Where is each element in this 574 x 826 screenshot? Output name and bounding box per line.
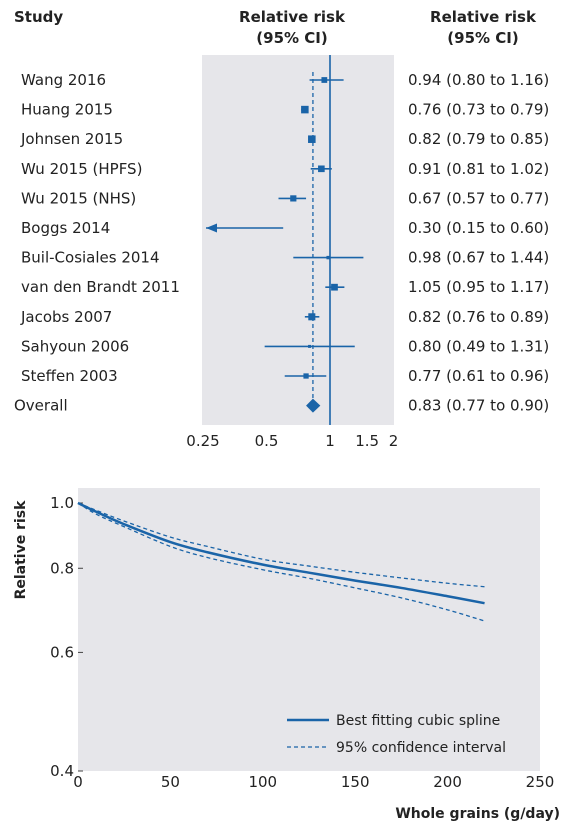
study-label: Boggs 2014 xyxy=(21,219,110,237)
study-point-estimate xyxy=(308,313,316,321)
spline-y-tick-label: 1.0 xyxy=(50,494,74,512)
study-ci-value: 0.91 (0.81 to 1.02) xyxy=(408,160,549,178)
forest-x-tick-label: 0.25 xyxy=(186,432,219,450)
spline-x-tick-label: 50 xyxy=(161,773,180,791)
plot-column-header-line2: (95% CI) xyxy=(256,29,327,47)
study-point-estimate xyxy=(318,165,325,173)
study-ci-value: 1.05 (0.95 to 1.17) xyxy=(408,278,549,296)
spline-x-tick-label: 250 xyxy=(526,773,555,791)
spline-series xyxy=(77,501,485,622)
plot-column-header-line1: Relative risk xyxy=(239,8,346,26)
study-ci-value: 0.30 (0.15 to 0.60) xyxy=(408,219,549,237)
spline-y-tick-label: 0.8 xyxy=(50,559,74,577)
study-ci-value: 0.67 (0.57 to 0.77) xyxy=(408,189,549,207)
overall-diamond xyxy=(306,398,321,413)
truncation-arrow xyxy=(206,223,217,233)
study-ci-value: 0.80 (0.49 to 1.31) xyxy=(408,337,549,355)
study-point-estimate xyxy=(303,373,309,379)
spline-plot: 0.4 0.6 0.8 1.0 0 50 100 150 200 250 Best fittin… xyxy=(13,488,560,822)
study-point-estimate xyxy=(301,105,309,114)
study-ci-value: 0.82 (0.79 to 0.85) xyxy=(408,130,549,148)
study-label: Wu 2015 (HPFS) xyxy=(21,160,142,178)
study-point-estimate xyxy=(308,344,312,348)
overall-ci-value: 0.83 (0.77 to 0.90) xyxy=(408,397,549,415)
study-column-header: Study xyxy=(14,8,63,26)
forest-x-tick-label: 2 xyxy=(389,432,399,450)
spline-x-tick-label: 100 xyxy=(248,773,277,791)
study-point-estimate xyxy=(331,283,338,291)
spline-x-tick-label: 0 xyxy=(73,773,83,791)
study-label: Sahyoun 2006 xyxy=(21,337,129,355)
spline-x-tick-label: 200 xyxy=(433,773,462,791)
study-label: Johnsen 2015 xyxy=(20,130,123,148)
values-column-header-line2: (95% CI) xyxy=(447,29,518,47)
ci-lower-line xyxy=(77,502,485,622)
study-label: Buil-Cosiales 2014 xyxy=(21,249,160,267)
study-point-estimate xyxy=(308,135,316,143)
forest-x-tick-label: 1 xyxy=(325,432,335,450)
forest-x-tick-label: 0.5 xyxy=(255,432,279,450)
spline-y-tick-label: 0.6 xyxy=(50,643,74,661)
study-label: Wang 2016 xyxy=(21,71,106,89)
spline-x-axis: 0 50 100 150 200 250 xyxy=(73,773,554,791)
study-ci-value: 0.76 (0.73 to 0.79) xyxy=(408,101,549,119)
study-label: Steffen 2003 xyxy=(21,367,118,385)
forest-rows: Wang 2016 0.94 (0.80 to 1.16) Huang 2015 0.… xyxy=(14,71,549,415)
study-ci-value: 0.82 (0.76 to 0.89) xyxy=(408,308,549,326)
study-point-estimate xyxy=(290,195,297,202)
forest-x-tick-label: 1.5 xyxy=(355,432,379,450)
study-label: van den Brandt 2011 xyxy=(21,278,180,296)
spline-y-axis-title: Relative risk xyxy=(13,500,29,600)
study-point-estimate xyxy=(321,77,328,83)
study-point-estimate xyxy=(326,255,330,260)
spline-x-tick-label: 150 xyxy=(341,773,370,791)
forest-reference-lines xyxy=(312,55,331,425)
study-ci-value: 0.98 (0.67 to 1.44) xyxy=(408,249,549,267)
study-label: Jacobs 2007 xyxy=(20,308,112,326)
forest-plot-area xyxy=(202,55,394,425)
spline-y-axis: 0.4 0.6 0.8 1.0 xyxy=(50,494,83,780)
spline-legend: Best fitting cubic spline 95% confidence… xyxy=(287,713,506,756)
forest-plot: Study Relative risk (95% CI) Relative ri… xyxy=(14,8,549,450)
study-label: Wu 2015 (NHS) xyxy=(21,189,136,207)
spline-y-tick-label: 0.4 xyxy=(50,762,74,780)
forest-x-axis: 0.25 0.5 1 1.5 2 xyxy=(186,432,398,450)
spline-x-axis-title: Whole grains (g/day) xyxy=(395,806,560,822)
study-ci-value: 0.94 (0.80 to 1.16) xyxy=(408,71,549,89)
values-column-header-line1: Relative risk xyxy=(430,8,537,26)
overall-label: Overall xyxy=(14,397,68,415)
spline-line xyxy=(77,501,485,605)
study-label: Huang 2015 xyxy=(21,101,113,119)
study-ci-value: 0.77 (0.61 to 0.96) xyxy=(408,367,549,385)
legend-label-spline: Best fitting cubic spline xyxy=(336,713,500,729)
legend-label-ci: 95% confidence interval xyxy=(336,740,506,756)
